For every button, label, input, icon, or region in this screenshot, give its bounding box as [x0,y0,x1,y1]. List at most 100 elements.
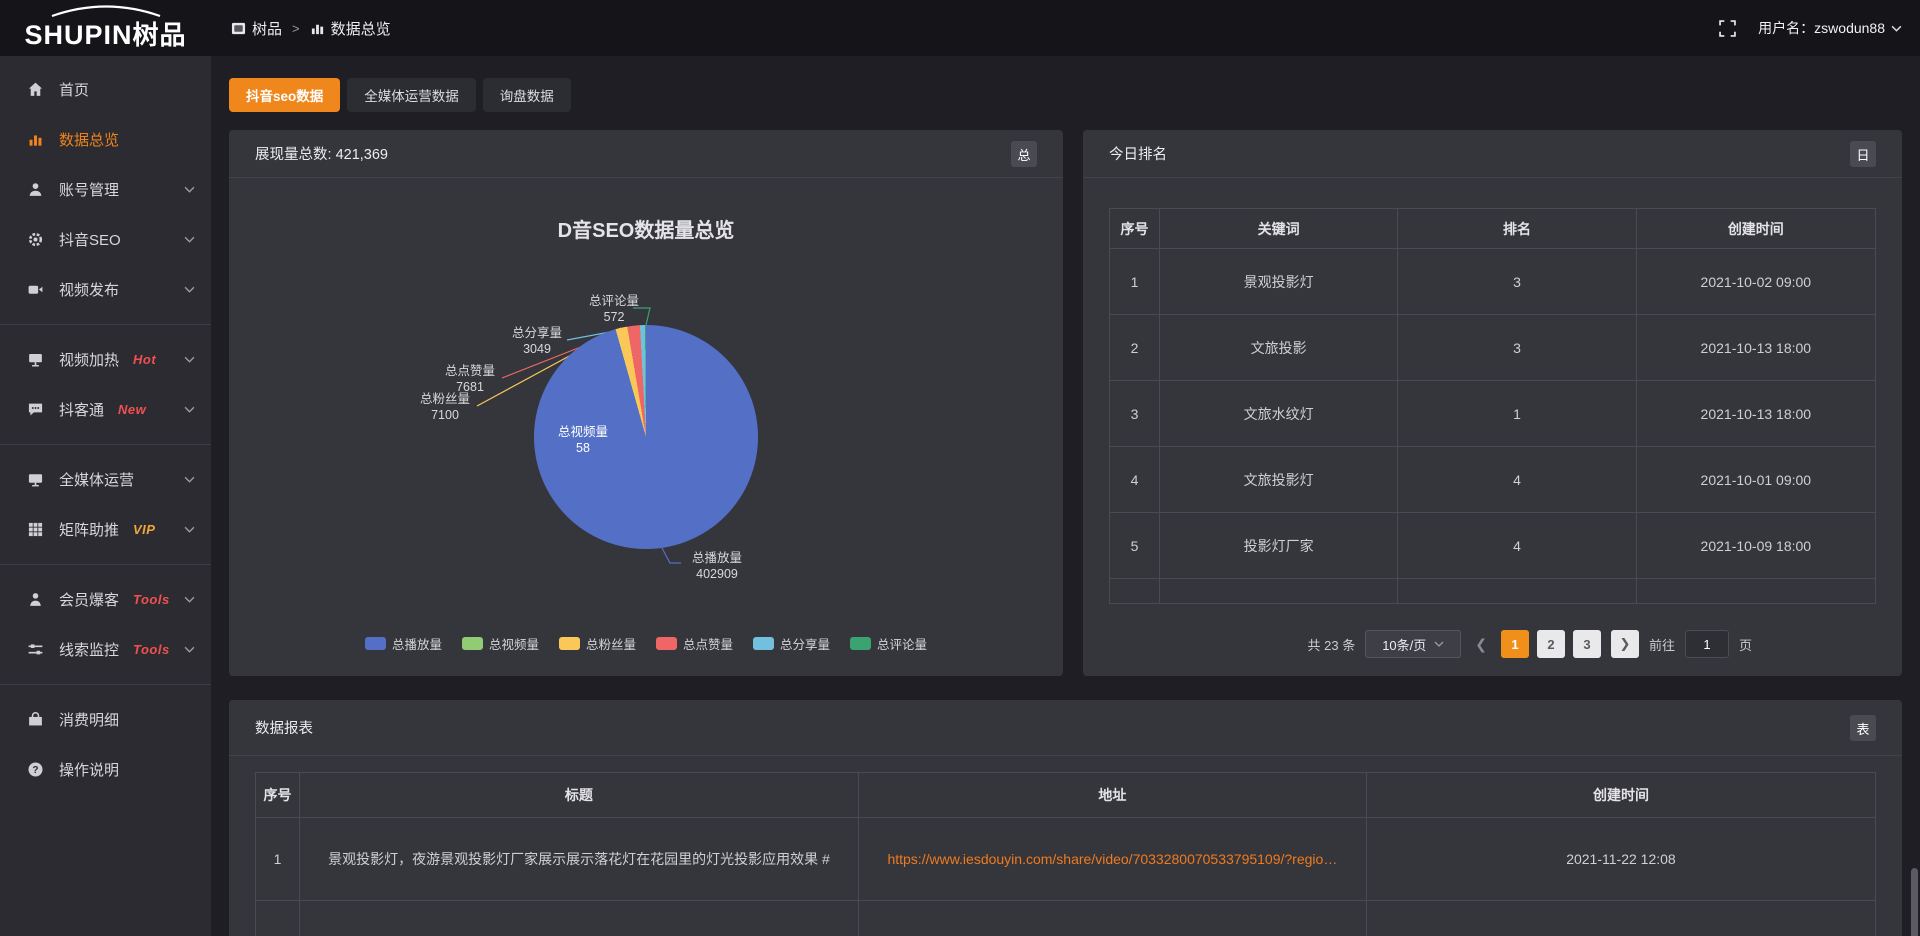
rank-keyword-cell: 文旅水纹灯 [1160,381,1399,446]
legend-swatch [656,637,677,650]
tab-抖音seo数据[interactable]: 抖音seo数据 [229,78,341,112]
pie-label-total-comments: 总评论量 572 [588,293,640,324]
sidebar-item-home[interactable]: 首页 [0,64,211,114]
rank-created-cell: 2021-10-09 18:00 [1700,537,1812,554]
table-row [1110,579,1875,603]
chevron-down-icon [1434,641,1444,647]
page-scrollbar-thumb[interactable] [1911,868,1918,936]
chevron-down-icon [1891,25,1902,32]
sidebar-item-wallet[interactable]: 消费明细 [0,694,211,744]
pie-label-total-shares: 总分享量 3049 [511,325,563,356]
video-icon [27,281,44,298]
column-header: 序号 [256,773,300,817]
username-label: 用户名：zswodun88 [1758,20,1885,36]
sidebar-item-user[interactable]: 账号管理 [0,164,211,214]
sidebar-item-gear[interactable]: 抖音SEO [0,214,211,264]
monitor-icon [27,471,44,488]
ranking-table-header: 序号 关键词 排名 创建时间 [1110,209,1875,249]
prev-page-button[interactable]: ❮ [1475,635,1487,652]
sidebar-divider [0,684,211,685]
sidebar-item-label: 矩阵助推 [59,521,120,539]
ranking-badge-button[interactable]: 日 [1850,141,1876,167]
jump-page-input[interactable] [1684,630,1729,658]
page-number-button[interactable]: 2 [1536,630,1565,658]
chevron-down-icon [184,286,195,293]
report-seq-cell: 1 [256,818,300,900]
overview-badge-button[interactable]: 总 [1011,141,1037,167]
next-page-button[interactable]: ❯ [1610,630,1639,658]
legend-swatch [558,637,580,650]
sidebar-item-chart[interactable]: 数据总览 [0,114,211,164]
sidebar-item-label: 操作说明 [59,761,120,779]
breadcrumb-home[interactable]: 树品 [231,18,282,39]
sidebar-item-label: 消费明细 [59,711,120,729]
grid-icon [27,521,44,538]
sidebar-item-heat[interactable]: 视频加热 Hot [0,334,211,384]
sidebar-item-label: 账号管理 [59,181,120,199]
column-header: 关键词 [1160,209,1399,248]
sidebar-item-label: 视频加热 [59,351,120,369]
jump-suffix: 页 [1738,637,1752,653]
pagination: 共 23 条 10条/页 ❮ 123 ❯ 前往 页 [1308,630,1752,658]
report-badge-button[interactable]: 表 [1850,715,1876,741]
sidebar-item-label: 数据总览 [59,131,120,149]
ranking-panel: 今日排名 日 序号 关键词 排名 创建时间 1 景观投影灯 3 2021-10-02 … [1083,130,1902,676]
user-menu[interactable]: 用户名：zswodun88 [1758,18,1902,38]
home-icon [27,81,44,98]
sidebar-item-badge: New [118,401,147,417]
rank-seq-cell: 1 [1110,249,1160,314]
page-number-button[interactable]: 3 [1572,630,1601,658]
fullscreen-icon[interactable] [1719,19,1736,37]
sidebar-divider [0,324,211,325]
rank-seq-cell: 5 [1110,513,1160,578]
breadcrumb-separator: > [292,20,300,36]
sidebar-divider [0,564,211,565]
sidebar-item-label: 全媒体运营 [59,471,135,489]
legend-label: 总播放量 [391,638,442,652]
user-icon [27,181,44,198]
report-panel-header: 数据报表 [229,700,1902,756]
topbar: SHUPIN树品 树品 > 数据总览 用户名：zswodun88 [0,0,1920,56]
sidebar-item-badge: Tools [133,591,170,607]
bar-chart-icon [311,24,323,34]
overview-total-label: 展现量总数: 421,369 [255,147,388,163]
page-size-select[interactable]: 10条/页 [1365,630,1462,658]
sidebar-item-badge: Hot [133,351,157,367]
tab-全媒体运营数据[interactable]: 全媒体运营数据 [347,78,476,112]
table-row [256,901,1875,936]
gear-icon [27,231,44,248]
legend-item[interactable]: 总点赞量 [656,634,733,653]
breadcrumb-current[interactable]: 数据总览 [310,18,391,39]
rank-created-cell: 2021-10-13 18:00 [1700,405,1812,422]
legend-item[interactable]: 总分享量 [753,634,830,653]
tab-询盘数据[interactable]: 询盘数据 [482,78,571,112]
overview-panel: 展现量总数: 421,369 总 D音SEO数据量总览 总播放量 402909 总… [229,130,1063,676]
legend-swatch [753,637,775,650]
legend-label: 总分享量 [780,638,831,652]
sidebar-item-help[interactable]: ? 操作说明 [0,744,211,794]
legend-item[interactable]: 总粉丝量 [558,634,636,653]
sidebar-item-badge: VIP [133,521,156,537]
sidebar-item-person[interactable]: 会员爆客 Tools [0,574,211,624]
ranking-panel-header: 今日排名 [1083,130,1902,178]
rank-rank-cell: 4 [1398,513,1637,578]
legend-item[interactable]: 总评论量 [850,634,927,653]
sidebar-item-label: 线索监控 [59,641,120,659]
sidebar-item-chat[interactable]: 抖客通 New [0,384,211,434]
legend-item[interactable]: 总播放量 [364,634,442,653]
svg-text:?: ? [32,765,38,776]
sidebar-item-video[interactable]: 视频发布 [0,264,211,314]
sidebar-item-monitor[interactable]: 全媒体运营 [0,454,211,504]
page-number-button[interactable]: 1 [1500,630,1529,658]
rank-seq-cell: 2 [1110,315,1160,380]
pie-label-total-videos: 总视频量 58 [557,424,609,455]
logo-arc-decoration [51,4,160,17]
report-url-link[interactable]: https://www.iesdouyin.com/share/video/70… [887,851,1338,867]
pie-label-total-plays: 总播放量 402909 [691,550,743,581]
sidebar-item-grid[interactable]: 矩阵助推 VIP [0,504,211,554]
logo-text: SHUPIN树品 [24,19,187,50]
chat-icon [27,401,44,418]
legend-item[interactable]: 总视频量 [461,634,539,653]
pie-graphic[interactable] [534,325,758,549]
sidebar-item-sliders[interactable]: 线索监控 Tools [0,624,211,674]
